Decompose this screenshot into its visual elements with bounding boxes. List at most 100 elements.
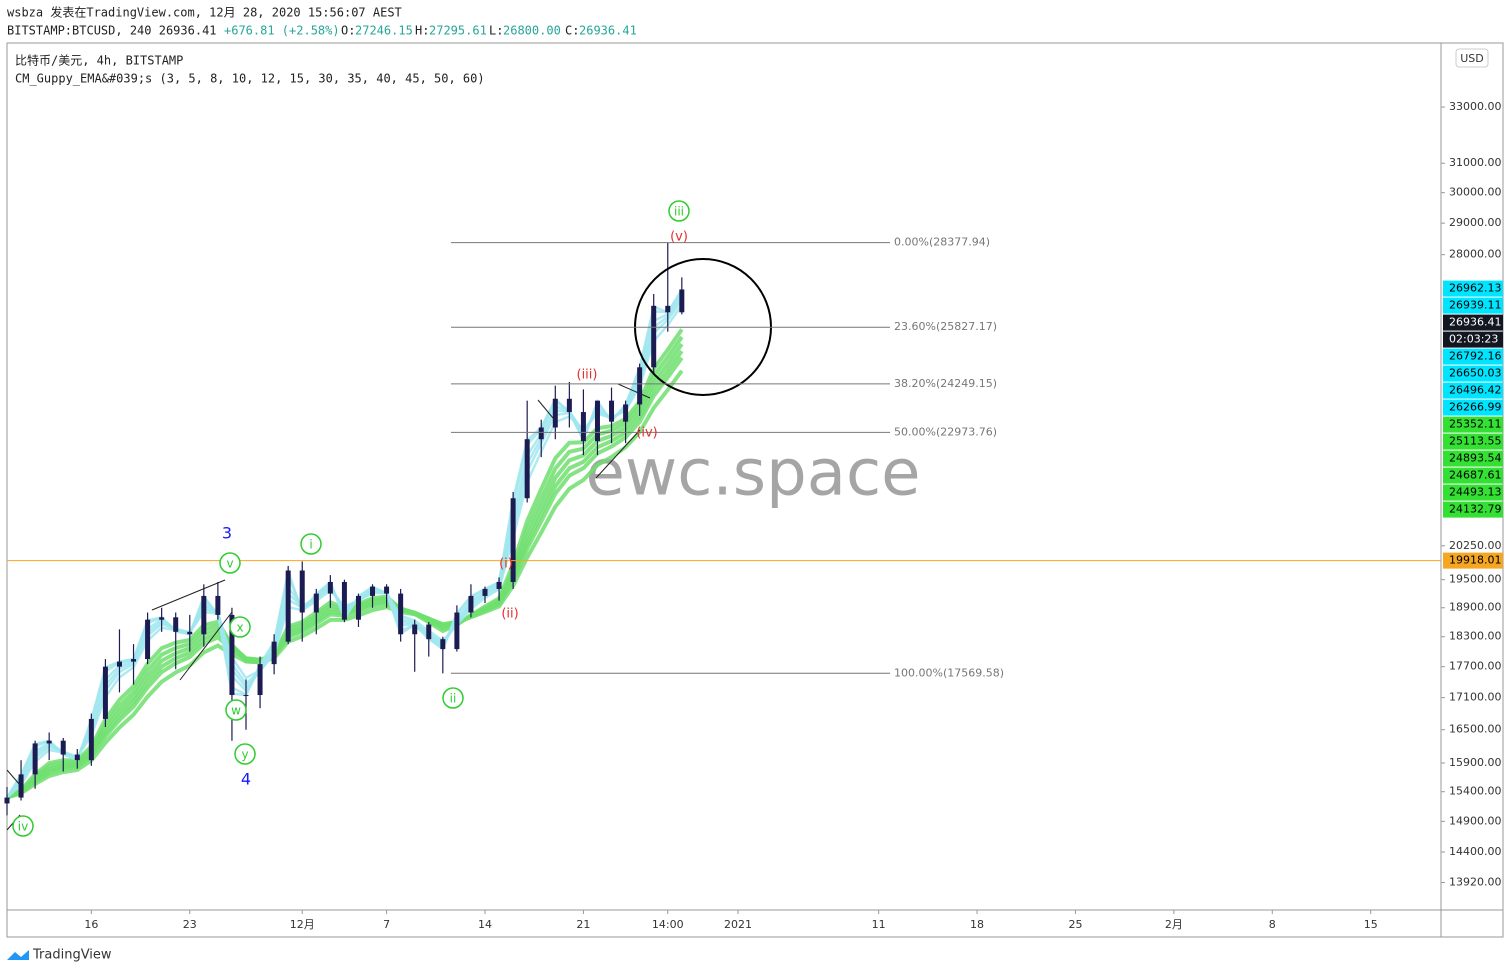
x-tick-label: 25 xyxy=(1068,918,1082,931)
candle-body xyxy=(102,666,108,719)
o-value: 27246.15 xyxy=(355,24,413,38)
candle-body xyxy=(285,570,291,642)
wave-circle xyxy=(442,687,464,709)
y-tick-label: 15900.00 xyxy=(1449,756,1502,769)
candle-body xyxy=(637,367,643,405)
price-label: 24132.79 xyxy=(1449,503,1502,516)
price-label: 25352.11 xyxy=(1449,418,1502,431)
wave-label: (i) xyxy=(499,557,513,572)
wave-label: y xyxy=(241,748,248,762)
price-label: 26939.11 xyxy=(1449,299,1502,312)
wave-label: (iii) xyxy=(577,368,598,383)
price-label: 26496.42 xyxy=(1449,384,1502,397)
y-tick-label: 17700.00 xyxy=(1449,660,1502,673)
wave-circle xyxy=(225,699,247,721)
wave-label: v xyxy=(226,557,233,571)
c-value: 26936.41 xyxy=(579,24,637,38)
y-tick-label: 18300.00 xyxy=(1449,630,1502,643)
x-tick-label: 23 xyxy=(183,918,197,931)
ohlc-line: BITSTAMP:BTCUSD, 240 26936.41 +676.81 (+… xyxy=(7,24,637,38)
price-label: 24687.61 xyxy=(1449,469,1502,482)
x-tick-label: 15 xyxy=(1364,918,1378,931)
h-value: 27295.61 xyxy=(429,24,487,38)
y-tick-label: 30000.00 xyxy=(1449,186,1502,199)
candle-body xyxy=(440,639,446,650)
candle-body xyxy=(131,659,137,662)
y-tick-label: 16500.00 xyxy=(1449,723,1502,736)
candle-body xyxy=(510,498,516,582)
price-label: 26792.16 xyxy=(1449,350,1502,363)
price-label-bg xyxy=(1443,416,1503,433)
price-label-bg xyxy=(1443,552,1503,569)
candle-body xyxy=(412,624,418,635)
candle-body xyxy=(60,740,66,755)
price-label: 26650.03 xyxy=(1449,367,1502,380)
candle-body xyxy=(257,664,263,696)
candle-body xyxy=(145,619,151,660)
price-label: 24493.13 xyxy=(1449,486,1502,499)
price-label-bg xyxy=(1443,348,1503,365)
price-label: 26266.99 xyxy=(1449,401,1502,414)
wave-label: 3 xyxy=(222,524,232,543)
price-label-bg xyxy=(1443,297,1503,314)
price-label-bg xyxy=(1443,365,1503,382)
x-tick-label: 12月 xyxy=(290,918,315,931)
y-tick-label: 13920.00 xyxy=(1449,875,1502,888)
candle-body xyxy=(173,617,179,632)
x-tick-label: 2月 xyxy=(1165,918,1183,931)
wave-circle xyxy=(300,533,322,555)
candle-body xyxy=(313,593,319,613)
currency[interactable]: USD xyxy=(1460,52,1484,65)
candle-body xyxy=(187,631,193,635)
x-tick-label: 16 xyxy=(84,918,98,931)
watermark: ewc.space xyxy=(586,437,921,511)
candle-body xyxy=(580,412,586,442)
candle-body xyxy=(468,595,474,613)
candle-body xyxy=(538,427,544,440)
fib-label: 23.60%(25827.17) xyxy=(894,320,997,333)
x-tick-label: 8 xyxy=(1269,918,1276,931)
wave-label: x xyxy=(236,621,243,635)
candle-body xyxy=(32,743,38,775)
candle-body xyxy=(355,595,361,620)
candle-body xyxy=(370,586,376,596)
x-tick-label: 18 xyxy=(970,918,984,931)
candle-body xyxy=(341,581,347,620)
candle-body xyxy=(201,595,207,635)
candle-body xyxy=(566,398,572,413)
x-tick-label: 21 xyxy=(576,918,590,931)
x-tick-label: 11 xyxy=(872,918,886,931)
price-label-bg xyxy=(1443,399,1503,416)
price-label-bg xyxy=(1443,433,1503,450)
price-label-bg xyxy=(1443,501,1503,518)
candle-body xyxy=(398,593,404,635)
candle-body xyxy=(426,624,432,640)
candle-body xyxy=(271,641,277,665)
price-label-bg xyxy=(1443,331,1503,348)
c-key: C: xyxy=(565,24,579,38)
candle-body xyxy=(215,595,221,615)
y-tick-label: 19500.00 xyxy=(1449,573,1502,586)
ema-line xyxy=(6,349,684,800)
wave-label: w xyxy=(231,704,241,718)
currency-button[interactable] xyxy=(1455,48,1489,68)
candle-body xyxy=(384,586,390,594)
o-key: O: xyxy=(341,24,355,38)
price-label-bg xyxy=(1443,450,1503,467)
candle-body xyxy=(679,289,685,313)
candle-body xyxy=(18,774,24,798)
price-label: 02:03:23 xyxy=(1449,333,1498,346)
candle-body xyxy=(651,305,657,368)
candle-body xyxy=(552,398,558,428)
candle-body xyxy=(594,400,600,442)
wave-label: (iv) xyxy=(636,426,657,441)
y-tick-label: 14900.00 xyxy=(1449,814,1502,827)
candle-body xyxy=(524,439,530,499)
y-tick-label: 17100.00 xyxy=(1449,691,1502,704)
candle-body xyxy=(482,588,488,596)
wave-label: (ii) xyxy=(501,607,518,622)
indicator-label: CM_Guppy_EMA&#039;s (3, 5, 8, 10, 12, 15… xyxy=(15,72,485,86)
l-key: L: xyxy=(489,24,503,38)
wave-label: iii xyxy=(674,205,684,219)
